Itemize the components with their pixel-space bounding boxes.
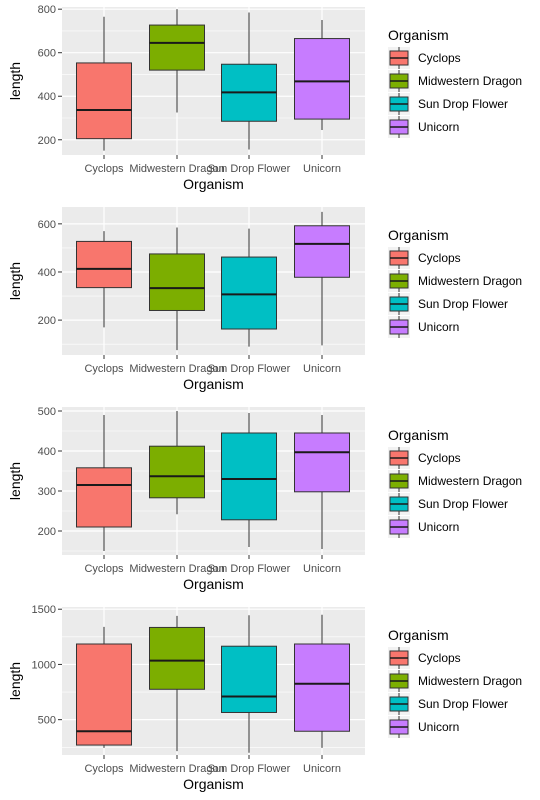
legend-label: Cyclops [418, 251, 461, 265]
y-tick-label: 200 [38, 135, 56, 147]
x-tick-label: Unicorn [303, 563, 341, 575]
legend-title: Organism [388, 427, 449, 443]
legend-label: Sun Drop Flower [418, 97, 508, 111]
box-midwestern-dragon [149, 9, 205, 113]
legend: Organism Cyclops Midwestern Dragon Sun Drop… [388, 427, 522, 538]
box-iqr [221, 432, 277, 521]
y-tick-label: 1000 [32, 659, 56, 671]
y-tick-label: 400 [38, 91, 56, 103]
box-unicorn [294, 614, 350, 748]
y-tick-label: 600 [38, 48, 56, 60]
y-axis-title: length [7, 262, 23, 300]
box-unicorn [294, 20, 350, 130]
y-tick-label: 800 [38, 4, 56, 16]
legend-label: Midwestern Dragon [418, 474, 522, 488]
box-cyclops [76, 231, 132, 328]
y-tick-label: 600 [38, 219, 56, 231]
y-tick-label: 400 [38, 446, 56, 458]
x-tick-label: Unicorn [303, 163, 341, 175]
x-tick-label: Sun Drop Flower [208, 163, 291, 175]
legend-label: Sun Drop Flower [418, 697, 508, 711]
legend-label: Sun Drop Flower [418, 297, 508, 311]
x-axis-title: Organism [183, 776, 244, 792]
x-tick-label: Cyclops [84, 763, 124, 775]
box-midwestern-dragon [149, 227, 205, 351]
box-iqr [149, 253, 205, 311]
legend: Organism Cyclops Midwestern Dragon Sun Drop… [388, 27, 522, 138]
x-axis-title: Organism [183, 376, 244, 392]
box-iqr [221, 256, 277, 330]
y-tick-label: 500 [38, 715, 56, 727]
y-tick-label: 400 [38, 267, 56, 279]
box-midwestern-dragon [149, 615, 205, 752]
y-tick-label: 300 [38, 486, 56, 498]
box-iqr [149, 445, 205, 499]
x-tick-label: Midwestern Dragon [129, 763, 224, 775]
box-sun-drop-flower [221, 228, 277, 347]
legend-label: Sun Drop Flower [418, 497, 508, 511]
box-sun-drop-flower [221, 12, 277, 150]
box-iqr [221, 645, 277, 713]
box-iqr [294, 38, 350, 120]
x-tick-label: Midwestern Dragon [129, 363, 224, 375]
x-tick-label: Midwestern Dragon [129, 563, 224, 575]
x-tick-label: Cyclops [84, 563, 124, 575]
legend-title: Organism [388, 227, 449, 243]
legend-title: Organism [388, 627, 449, 643]
x-tick-label: Sun Drop Flower [208, 763, 291, 775]
y-tick-label: 500 [38, 406, 56, 418]
box-cyclops [76, 16, 132, 151]
x-axis-title: Organism [183, 576, 244, 592]
legend-title: Organism [388, 27, 449, 43]
box-iqr [149, 626, 205, 690]
legend-label: Unicorn [418, 120, 459, 134]
box-iqr [76, 240, 132, 289]
box-iqr [149, 24, 205, 71]
legend-label: Midwestern Dragon [418, 674, 522, 688]
y-tick-label: 200 [38, 315, 56, 327]
y-axis-title: length [7, 462, 23, 500]
box-midwestern-dragon [149, 411, 205, 515]
box-iqr [76, 643, 132, 746]
x-tick-label: Cyclops [84, 363, 124, 375]
x-axis-title: Organism [183, 176, 244, 192]
legend-label: Unicorn [418, 520, 459, 534]
legend-label: Midwestern Dragon [418, 274, 522, 288]
box-cyclops [76, 415, 132, 551]
legend-label: Cyclops [418, 651, 461, 665]
box-iqr [76, 62, 132, 140]
legend-label: Unicorn [418, 720, 459, 734]
box-sun-drop-flower [221, 413, 277, 547]
x-tick-label: Unicorn [303, 763, 341, 775]
box-unicorn [294, 415, 350, 549]
box-cyclops [76, 626, 132, 748]
x-tick-label: Cyclops [84, 163, 124, 175]
legend-label: Midwestern Dragon [418, 74, 522, 88]
y-axis-title: length [7, 662, 23, 700]
x-tick-label: Sun Drop Flower [208, 363, 291, 375]
legend-label: Cyclops [418, 451, 461, 465]
y-tick-label: 200 [38, 526, 56, 538]
box-iqr [294, 643, 350, 732]
box-unicorn [294, 211, 350, 346]
x-tick-label: Unicorn [303, 363, 341, 375]
box-sun-drop-flower [221, 615, 277, 753]
legend: Organism Cyclops Midwestern Dragon Sun Drop… [388, 627, 522, 738]
y-tick-label: 1500 [32, 604, 56, 616]
x-tick-label: Midwestern Dragon [129, 163, 224, 175]
box-iqr [294, 225, 350, 278]
legend-label: Unicorn [418, 320, 459, 334]
y-axis-title: length [7, 62, 23, 100]
box-iqr [294, 432, 350, 493]
box-iqr [76, 467, 132, 528]
legend: Organism Cyclops Midwestern Dragon Sun Drop… [388, 227, 522, 338]
legend-label: Cyclops [418, 51, 461, 65]
x-tick-label: Sun Drop Flower [208, 563, 291, 575]
